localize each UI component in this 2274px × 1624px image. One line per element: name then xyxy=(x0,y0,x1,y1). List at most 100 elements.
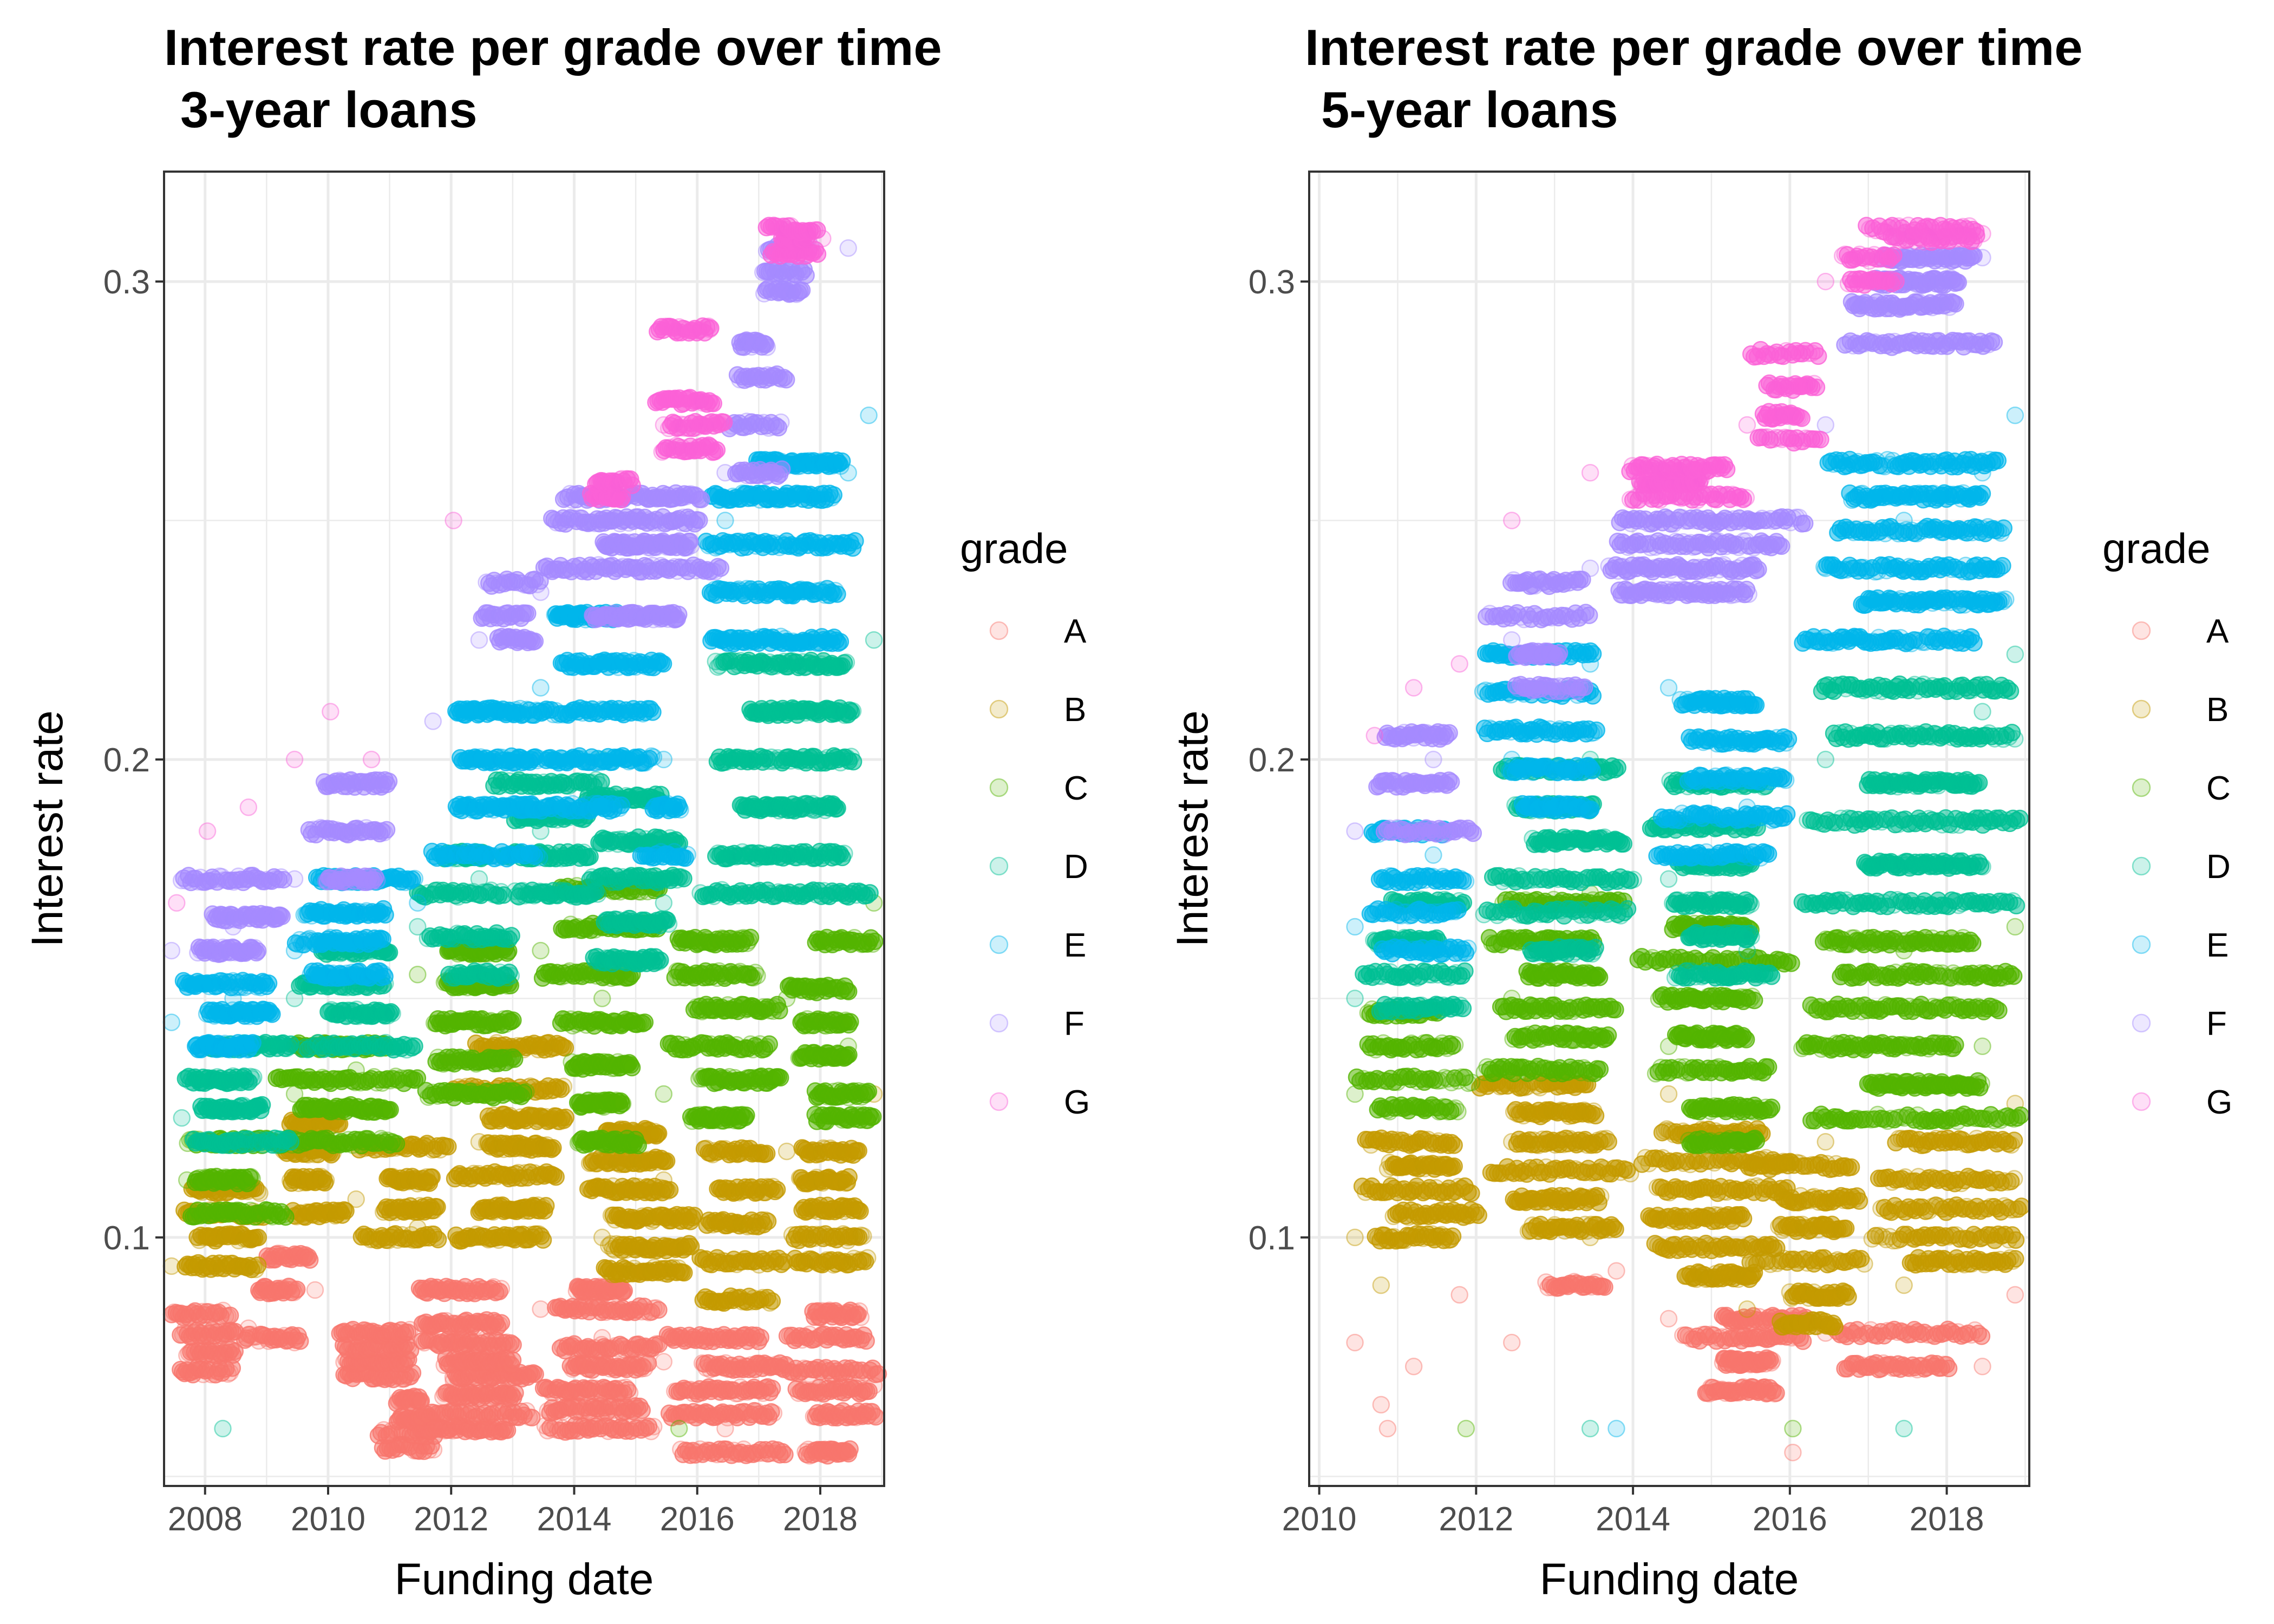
data-point xyxy=(581,848,599,866)
data-point xyxy=(645,1418,663,1436)
data-point xyxy=(504,1336,522,1354)
data-point xyxy=(534,1231,552,1249)
data-point xyxy=(409,966,427,984)
data-point xyxy=(504,1011,522,1029)
data-point xyxy=(866,932,884,951)
data-point xyxy=(858,1249,877,1267)
data-point xyxy=(253,1096,271,1114)
left-points xyxy=(162,217,887,1465)
left-chart-subtitle: 3-year loans xyxy=(180,81,478,138)
data-point xyxy=(423,1168,441,1186)
data-point xyxy=(383,1004,401,1023)
data-point xyxy=(850,1142,867,1160)
data-point xyxy=(759,1212,777,1230)
data-point xyxy=(506,1050,524,1068)
data-point xyxy=(764,1404,783,1422)
data-point xyxy=(517,1083,535,1101)
data-point xyxy=(245,1068,263,1086)
data-point xyxy=(737,1106,755,1124)
data-point xyxy=(226,1343,244,1360)
data-point xyxy=(317,1171,335,1189)
data-point xyxy=(300,1251,319,1269)
data-point xyxy=(770,1001,788,1020)
data-point xyxy=(650,1301,668,1319)
data-point xyxy=(757,1144,776,1163)
data-point xyxy=(615,1282,633,1300)
data-point xyxy=(492,1280,511,1298)
data-point xyxy=(854,1227,872,1245)
data-point xyxy=(768,1181,786,1199)
data-point xyxy=(492,1314,511,1332)
data-point xyxy=(532,941,550,960)
data-point xyxy=(537,1197,555,1215)
series-A xyxy=(162,1245,887,1465)
data-point xyxy=(221,1306,239,1325)
data-point xyxy=(840,1046,858,1064)
data-point xyxy=(867,1408,885,1426)
left-chart-panel: Interest rate per grade over time 3-year… xyxy=(23,19,1090,1604)
data-point xyxy=(288,1280,306,1299)
data-point xyxy=(381,1101,399,1119)
data-point xyxy=(337,1202,355,1220)
data-point xyxy=(277,1208,295,1226)
data-point xyxy=(675,1263,693,1282)
left-chart-title: Interest rate per grade over time xyxy=(164,19,942,76)
data-point xyxy=(306,1281,324,1299)
data-point xyxy=(502,927,520,945)
data-point xyxy=(613,1095,632,1112)
data-point xyxy=(655,1085,673,1103)
data-point xyxy=(429,1230,447,1249)
data-point xyxy=(655,894,673,912)
data-point xyxy=(504,1351,522,1369)
data-point xyxy=(547,1168,565,1186)
data-point xyxy=(763,1379,781,1398)
data-point xyxy=(776,1445,794,1464)
data-point xyxy=(629,1136,648,1155)
data-point xyxy=(620,1384,639,1402)
data-point xyxy=(864,1108,882,1125)
data-point xyxy=(636,1013,654,1031)
data-point xyxy=(649,1124,668,1142)
data-point xyxy=(249,1256,267,1274)
data-point xyxy=(282,1133,300,1151)
data-point xyxy=(841,1013,859,1031)
data-point xyxy=(857,1332,875,1350)
data-point xyxy=(387,1135,406,1152)
data-point xyxy=(243,1170,262,1188)
data-point xyxy=(639,1354,657,1372)
data-point xyxy=(659,915,678,933)
data-point xyxy=(532,1300,550,1318)
data-point xyxy=(839,983,858,1000)
data-point xyxy=(741,928,760,947)
data-point xyxy=(214,1419,232,1438)
data-point xyxy=(554,1077,573,1096)
data-point xyxy=(557,1108,574,1127)
data-point xyxy=(406,1037,423,1055)
data-point xyxy=(760,1035,779,1053)
data-point xyxy=(173,1109,191,1127)
data-point xyxy=(752,1328,770,1346)
data-point xyxy=(865,631,883,649)
data-point xyxy=(655,1353,673,1371)
data-point xyxy=(859,1083,878,1101)
data-point xyxy=(291,1332,309,1350)
data-point xyxy=(544,1139,562,1157)
data-point xyxy=(840,1168,858,1186)
data-point xyxy=(657,1152,676,1170)
data-point xyxy=(748,967,766,985)
data-point xyxy=(841,1440,859,1458)
data-point xyxy=(439,1137,457,1156)
data-point xyxy=(763,1292,781,1310)
data-point xyxy=(777,1142,796,1161)
data-point xyxy=(852,1308,870,1326)
data-point xyxy=(661,1181,679,1199)
data-point xyxy=(593,990,611,1007)
data-point xyxy=(860,1382,878,1400)
data-point xyxy=(428,1198,446,1216)
data-point xyxy=(670,1419,688,1438)
data-point xyxy=(502,967,520,985)
data-point xyxy=(651,951,669,969)
data-point xyxy=(851,1202,869,1220)
data-point xyxy=(633,1402,651,1419)
